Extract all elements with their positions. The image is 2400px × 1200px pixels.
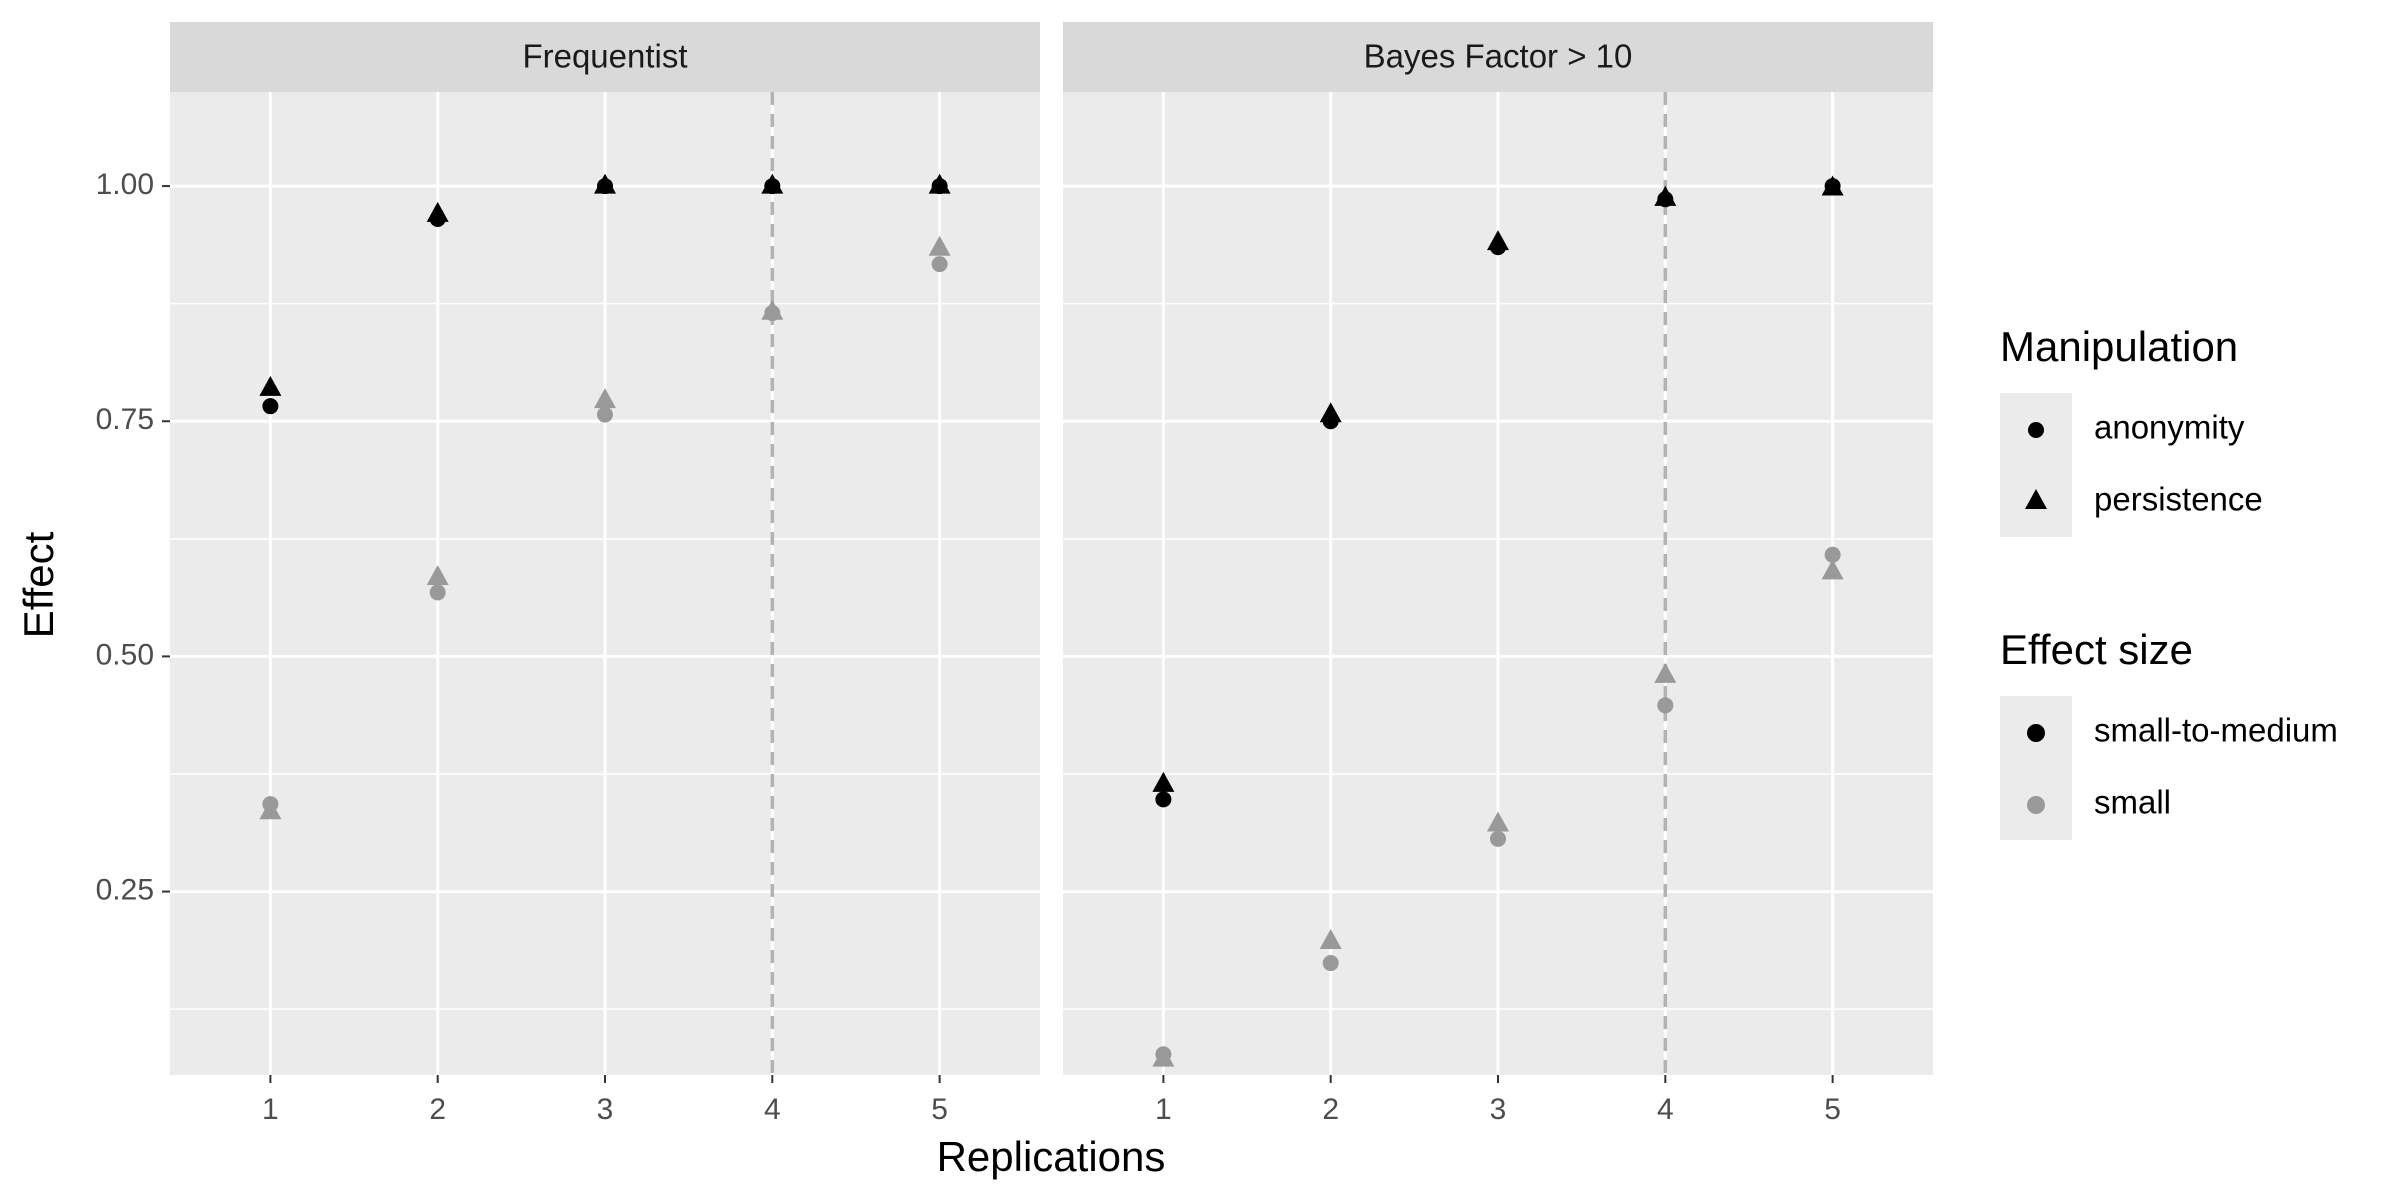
point-anonymity-small <box>1824 546 1841 563</box>
point-anonymity-small <box>1657 697 1674 714</box>
strip-bayes-factor <box>1063 22 1933 92</box>
point-persistence-small-to-medium <box>761 173 784 194</box>
point-persistence-small-to-medium <box>928 173 951 194</box>
x-tick-label: 4 <box>1657 1093 1674 1126</box>
legend-label-anonymity: anonymity <box>2094 409 2245 446</box>
point-persistence-small <box>1654 662 1677 683</box>
legend-manipulation-symbols <box>2025 422 2047 509</box>
x-tick-label: 5 <box>1824 1093 1841 1126</box>
point-persistence-small-to-medium <box>1821 175 1844 196</box>
legend: Manipulation anonymity persistence Effec… <box>2000 323 2338 840</box>
point-persistence-small <box>928 235 951 256</box>
legend-keys-effect-size <box>2000 696 2072 840</box>
point-persistence-small-to-medium <box>1319 402 1342 423</box>
point-persistence-small <box>594 388 616 409</box>
gridlines-bayes-factor <box>1063 92 1933 1075</box>
legend-key-small-to-medium <box>2027 724 2045 742</box>
legend-effect-size-symbols <box>2027 724 2045 814</box>
x-tick-label: 5 <box>931 1093 948 1126</box>
point-persistence-small-to-medium <box>426 201 449 222</box>
point-anonymity-small <box>1490 830 1506 847</box>
point-persistence-small <box>1821 559 1844 580</box>
legend-title-effect-size: Effect size <box>2000 626 2193 673</box>
point-persistence-small-to-medium <box>1487 230 1509 251</box>
legend-key-persistence <box>2025 489 2047 509</box>
strip-label-frequentist: Frequentist <box>522 38 687 75</box>
strip-label-bayes-factor: Bayes Factor > 10 <box>1364 38 1633 75</box>
point-persistence-small <box>1152 1046 1175 1067</box>
points-bayes-factor <box>1152 175 1844 1067</box>
legend-label-persistence: persistence <box>2094 481 2263 518</box>
legend-keys-manipulation <box>2000 393 2072 537</box>
legend-label-small: small <box>2094 784 2171 821</box>
legend-key-anonymity <box>2028 422 2044 438</box>
x-tick-label: 3 <box>597 1093 614 1126</box>
point-persistence-small-to-medium <box>594 173 616 194</box>
y-tick-label: 0.25 <box>96 873 154 906</box>
y-tick-label: 1.00 <box>96 168 154 201</box>
strip-frequentist <box>170 22 1040 92</box>
panel-frequentist: Frequentist 1 2 3 4 5 <box>170 22 1040 1126</box>
point-persistence-small <box>259 799 282 820</box>
y-tick-label: 0.50 <box>96 638 154 671</box>
point-anonymity-small-to-medium <box>1155 791 1172 808</box>
point-persistence-small-to-medium <box>259 375 282 396</box>
y-tick-label: 0.75 <box>96 403 154 436</box>
point-anonymity-small <box>1322 955 1339 972</box>
point-persistence-small <box>1487 811 1509 832</box>
x-tick-label: 4 <box>764 1093 781 1126</box>
point-persistence-small <box>1319 929 1342 950</box>
point-anonymity-small-to-medium <box>262 398 279 415</box>
x-tick-label: 3 <box>1490 1093 1507 1126</box>
x-ticks-bayes-factor: 1 2 3 4 5 <box>1155 1075 1841 1126</box>
legend-title-manipulation: Manipulation <box>2000 323 2238 370</box>
x-tick-label: 1 <box>262 1093 279 1126</box>
point-persistence-small-to-medium <box>1152 771 1175 792</box>
y-axis-ticks: 0.25 0.50 0.75 1.00 <box>96 168 170 906</box>
panel-bayes-factor: Bayes Factor > 10 1 2 3 4 5 <box>1063 22 1933 1126</box>
points-frequentist <box>259 173 951 820</box>
x-tick-label: 2 <box>1322 1093 1339 1126</box>
x-axis-title: Replications <box>937 1133 1166 1180</box>
point-persistence-small <box>761 299 784 320</box>
x-tick-label: 1 <box>1155 1093 1172 1126</box>
point-anonymity-small <box>931 256 948 273</box>
point-persistence-small-to-medium <box>1654 185 1677 206</box>
x-ticks-frequentist: 1 2 3 4 5 <box>262 1075 948 1126</box>
x-tick-label: 2 <box>429 1093 446 1126</box>
point-persistence-small <box>426 564 449 585</box>
point-anonymity-small <box>429 584 446 601</box>
legend-key-small <box>2027 796 2045 814</box>
y-axis-title: Effect <box>15 531 62 638</box>
point-anonymity-small <box>597 406 613 423</box>
legend-label-small-to-medium: small-to-medium <box>2094 712 2338 749</box>
